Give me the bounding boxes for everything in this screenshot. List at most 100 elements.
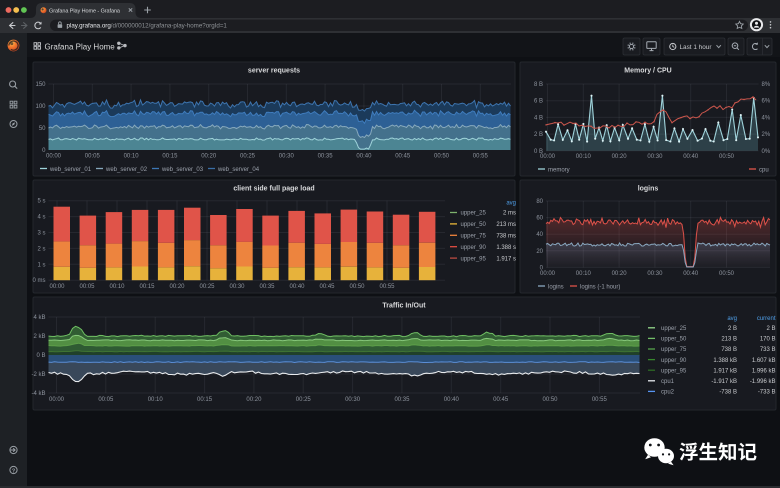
svg-text:00:05: 00:05	[79, 284, 95, 290]
svg-text:00:35: 00:35	[318, 154, 334, 160]
svg-text:733 B: 733 B	[760, 347, 776, 353]
svg-text:1.607 kB: 1.607 kB	[752, 358, 776, 364]
svg-text:00:15: 00:15	[197, 397, 213, 403]
svg-text:cpu: cpu	[759, 167, 769, 173]
svg-text:00:25: 00:25	[296, 397, 312, 403]
svg-text:-4 kB: -4 kB	[31, 391, 45, 397]
svg-text:00:20: 00:20	[612, 271, 628, 277]
svg-text:213 ms: 213 ms	[496, 222, 516, 228]
svg-text:00:05: 00:05	[85, 154, 101, 160]
svg-text:00:45: 00:45	[319, 284, 335, 290]
svg-text:upper_50: upper_50	[461, 222, 487, 228]
svg-text:6 B: 6 B	[534, 99, 543, 105]
svg-text:00:50: 00:50	[542, 397, 558, 403]
svg-text:Grafana Play Home: Grafana Play Home	[45, 42, 116, 51]
svg-text:upper_25: upper_25	[461, 211, 487, 217]
svg-text:00:10: 00:10	[109, 284, 125, 290]
svg-text:00:45: 00:45	[493, 397, 509, 403]
svg-text:4 B: 4 B	[534, 115, 543, 121]
svg-text:-1.917 kB: -1.917 kB	[711, 379, 737, 385]
svg-text:00:15: 00:15	[139, 284, 155, 290]
svg-text:upper_25: upper_25	[661, 326, 687, 332]
svg-text:00:50: 00:50	[719, 271, 735, 277]
svg-text:avg: avg	[727, 316, 737, 322]
svg-text:00:30: 00:30	[647, 271, 663, 277]
svg-text:2 ms: 2 ms	[503, 211, 516, 217]
svg-text:00:50: 00:50	[719, 154, 735, 160]
svg-text:6%: 6%	[762, 99, 771, 105]
svg-text:upper_75: upper_75	[661, 347, 687, 353]
svg-text:upper_50: upper_50	[661, 337, 687, 343]
svg-text:20: 20	[536, 249, 543, 255]
svg-text:00:30: 00:30	[229, 284, 245, 290]
svg-text:-738 B: -738 B	[719, 390, 737, 396]
svg-text:upper_90: upper_90	[661, 358, 687, 364]
svg-text:00:10: 00:10	[576, 271, 592, 277]
svg-text:00:00: 00:00	[46, 154, 62, 160]
svg-text:00:40: 00:40	[444, 397, 460, 403]
svg-text:-2 kB: -2 kB	[31, 372, 45, 378]
svg-text:-733 B: -733 B	[758, 390, 776, 396]
svg-text:server requests: server requests	[248, 68, 300, 75]
svg-text:0 B: 0 B	[36, 353, 45, 359]
svg-text:170 B: 170 B	[760, 337, 776, 343]
svg-text:1 s: 1 s	[37, 262, 45, 268]
svg-text:00:00: 00:00	[49, 397, 65, 403]
svg-text:Last 1 hour: Last 1 hour	[680, 44, 713, 51]
svg-text:upper_95: upper_95	[461, 256, 487, 262]
svg-text:logins: logins	[638, 186, 659, 193]
svg-text:1.996 kB: 1.996 kB	[752, 368, 776, 374]
svg-text:2%: 2%	[762, 132, 771, 138]
svg-text:00:10: 00:10	[576, 154, 592, 160]
svg-text:00:50: 00:50	[349, 284, 365, 290]
svg-text:2 B: 2 B	[766, 326, 775, 332]
svg-text:web_server_01: web_server_01	[49, 167, 92, 173]
svg-text:00:00: 00:00	[49, 284, 65, 290]
svg-text:8%: 8%	[762, 82, 771, 88]
svg-text:00:00: 00:00	[540, 154, 556, 160]
svg-text:Traffic In/Out: Traffic In/Out	[382, 303, 426, 310]
svg-text:00:50: 00:50	[434, 154, 450, 160]
svg-text:00:20: 00:20	[612, 154, 628, 160]
svg-text:upper_95: upper_95	[661, 368, 687, 374]
svg-text:00:55: 00:55	[473, 154, 489, 160]
svg-text:00:10: 00:10	[148, 397, 164, 403]
svg-text:00:10: 00:10	[124, 154, 140, 160]
svg-text:00:55: 00:55	[592, 397, 608, 403]
svg-text:3 s: 3 s	[37, 231, 45, 237]
svg-text:5 s: 5 s	[37, 199, 45, 205]
svg-text:play.grafana.org/d/000000012/g: play.grafana.org/d/000000012/grafana-pla…	[67, 23, 228, 30]
svg-text:150: 150	[35, 82, 46, 88]
svg-text:60: 60	[536, 216, 543, 222]
svg-text:50: 50	[39, 126, 46, 132]
svg-text:00:20: 00:20	[169, 284, 185, 290]
svg-text:cpu2: cpu2	[661, 390, 675, 396]
svg-text:4 kB: 4 kB	[33, 315, 45, 321]
svg-text:2 B: 2 B	[534, 132, 543, 138]
svg-text:Grafana Play Home - Grafana: Grafana Play Home - Grafana	[49, 8, 121, 14]
svg-text:40: 40	[536, 232, 543, 238]
svg-text:00:55: 00:55	[379, 284, 395, 290]
svg-text:1.917 kB: 1.917 kB	[713, 368, 737, 374]
svg-text:memory: memory	[548, 167, 570, 173]
svg-text:current: current	[757, 316, 776, 322]
svg-text:00:05: 00:05	[98, 397, 114, 403]
svg-text:00:25: 00:25	[199, 284, 215, 290]
svg-text:logins (-1 hour): logins (-1 hour)	[580, 284, 620, 290]
svg-text:1.388 kB: 1.388 kB	[713, 358, 737, 364]
svg-text:1.388 s: 1.388 s	[496, 245, 516, 251]
svg-text:738 B: 738 B	[721, 347, 737, 353]
svg-text:00:40: 00:40	[289, 284, 305, 290]
svg-text:0 ms: 0 ms	[32, 278, 45, 284]
svg-text:00:15: 00:15	[162, 154, 178, 160]
svg-text:Memory / CPU: Memory / CPU	[624, 68, 671, 75]
svg-text:web_server_04: web_server_04	[217, 167, 260, 173]
svg-text:upper_90: upper_90	[461, 245, 487, 251]
svg-text:00:40: 00:40	[683, 271, 699, 277]
svg-text:0%: 0%	[762, 149, 771, 155]
svg-text:2 kB: 2 kB	[33, 334, 45, 340]
svg-text:0: 0	[42, 148, 46, 154]
svg-text:2 s: 2 s	[37, 246, 45, 252]
svg-text:00:35: 00:35	[394, 397, 410, 403]
svg-text:web_server_03: web_server_03	[161, 167, 204, 173]
